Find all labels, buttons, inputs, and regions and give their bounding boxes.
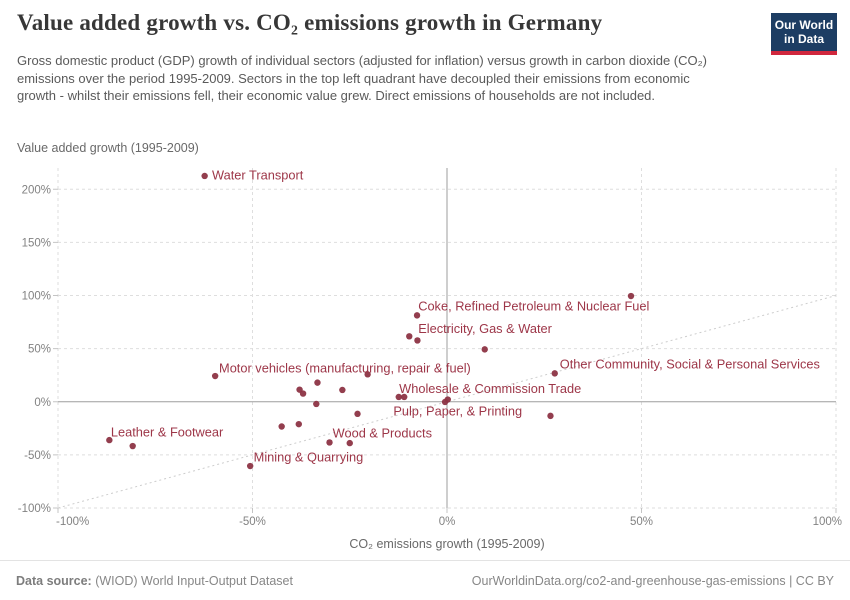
data-point[interactable] [441, 398, 449, 406]
data-point[interactable] [313, 400, 320, 408]
data-point[interactable] [299, 390, 307, 397]
credit-link[interactable]: OurWorldinData.org/co2-and-greenhouse-ga… [471, 573, 834, 588]
data-point[interactable] [401, 393, 408, 401]
point-label[interactable]: Water Transport [212, 167, 304, 182]
point-label[interactable]: Wholesale & Commission Trade [399, 381, 581, 396]
footer: Data source: (WIOD) World Input-Output D… [0, 560, 850, 600]
page-title: Value added growth vs. CO₂ emissions gro… [17, 10, 603, 35]
data-point[interactable] [326, 439, 333, 446]
data-point[interactable] [627, 292, 635, 300]
tick-labels: -100% -50% 0% 50% 100% 150% 200% -100% -50% 0% 50%… [18, 184, 842, 528]
y-tick-label: 100% [22, 291, 51, 303]
data-point[interactable] [551, 370, 558, 377]
point-label[interactable]: Pulp, Paper, & Printing [393, 403, 522, 418]
point-label[interactable]: Leather & Footwear [111, 424, 224, 439]
data-source: Data source: (WIOD) World Input-Output D… [16, 574, 293, 588]
data-point[interactable] [314, 379, 321, 386]
point-label[interactable]: Motor vehicles (manufacturing, repair & … [219, 360, 471, 375]
x-tick-label: -100% [56, 516, 89, 528]
y-tick-label: 50% [28, 344, 51, 356]
data-point[interactable] [364, 371, 371, 378]
data-point[interactable] [246, 462, 254, 470]
data-point[interactable] [129, 442, 136, 450]
y-tick-label: 200% [22, 184, 51, 196]
chart-subtitle: Gross domestic product (GDP) growth of i… [17, 53, 707, 103]
data-point[interactable] [211, 372, 219, 380]
data-point[interactable] [395, 393, 402, 401]
data-point[interactable] [547, 412, 554, 420]
data-point[interactable] [278, 423, 285, 430]
x-tick-label: 50% [630, 516, 653, 528]
y-tick-label: -50% [24, 450, 51, 462]
data-point[interactable] [414, 337, 421, 344]
y-tick-label: -100% [18, 503, 51, 515]
gridlines [57, 168, 837, 509]
point-label[interactable]: Other Community, Social & Personal Servi… [560, 356, 820, 371]
owid-logo-line2: in Data [783, 32, 824, 47]
data-source-text: (WIOD) World Input-Output Dataset [95, 573, 293, 588]
x-tick-label: 0% [439, 516, 456, 528]
owid-logo-line1: Our World [774, 18, 834, 32]
data-point[interactable] [346, 439, 353, 447]
data-point[interactable] [339, 386, 346, 394]
data-point[interactable] [295, 420, 302, 428]
data-point[interactable] [106, 436, 113, 444]
data-points [106, 172, 635, 470]
axis-lines [53, 168, 837, 513]
point-labels: Water Transport Coke, Refined Petroleum &… [111, 167, 820, 464]
data-point[interactable] [354, 410, 361, 418]
y-tick-label: 150% [22, 237, 51, 249]
data-source-label: Data source: [16, 573, 92, 588]
data-point[interactable] [413, 312, 421, 319]
point-label[interactable]: Mining & Quarrying [254, 450, 364, 465]
data-point[interactable] [481, 346, 488, 353]
data-point[interactable] [201, 172, 208, 180]
x-tick-label: -50% [239, 516, 266, 528]
data-point[interactable] [406, 333, 413, 340]
point-label[interactable]: Coke, Refined Petroleum & Nuclear Fuel [418, 298, 649, 313]
x-tick-label: 100% [813, 516, 842, 528]
y-axis-title: Value added growth (1995-2009) [17, 141, 199, 155]
x-axis-title: CO₂ emissions growth (1995-2009) [349, 537, 544, 551]
owid-logo[interactable]: Our World in Data [771, 13, 837, 55]
y-tick-label: 0% [34, 397, 51, 409]
point-label[interactable]: Electricity, Gas & Water [418, 321, 552, 336]
point-label[interactable]: Wood & Products [333, 425, 432, 440]
